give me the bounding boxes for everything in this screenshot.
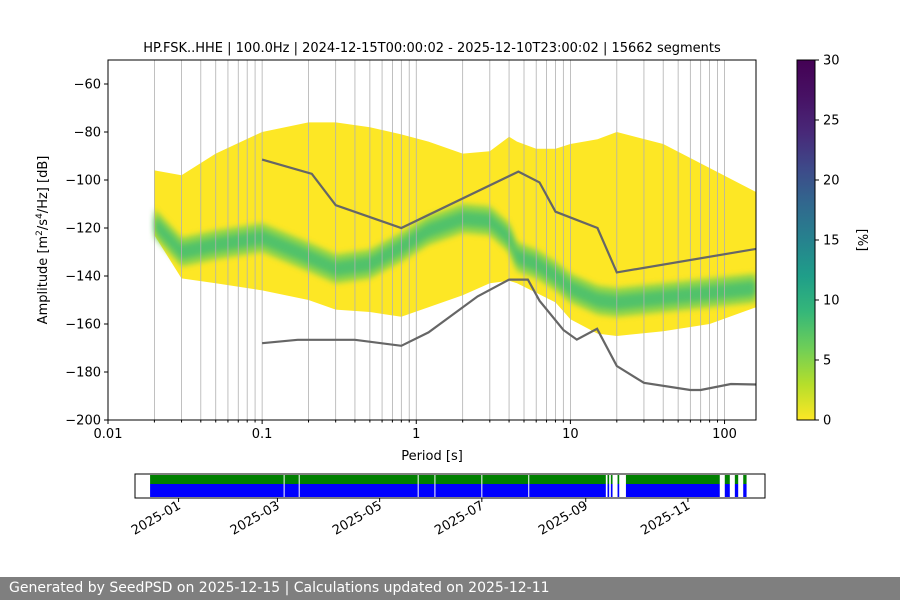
colorbar-label: [%]: [854, 229, 869, 252]
coverage-bar: [743, 475, 747, 484]
psd-availability-bar: [724, 484, 730, 497]
colorbar-tick-label: 0: [823, 414, 831, 429]
psd-availability-bar: [617, 484, 620, 497]
timeline-tick-label: 2025-07: [432, 498, 487, 538]
psd-availability-bar: [150, 484, 606, 497]
y-tick-label: −160: [65, 318, 101, 333]
x-tick-label: 0.1: [252, 427, 273, 442]
colorbar-tick-label: 20: [823, 174, 840, 189]
colorbar-tick-label: 30: [823, 54, 840, 69]
timeline-axis: 2025-01 2025-03 2025-05 2025-07 2025-09 2025-…: [129, 498, 693, 539]
x-axis: 0.01 0.1 1 10 100: [94, 420, 737, 442]
psd-availability-bar: [743, 484, 747, 497]
coverage-bar: [150, 475, 606, 484]
low-noise-model-line: [261, 278, 756, 392]
y-tick-label: −100: [65, 174, 101, 189]
coverage-bar: [724, 475, 730, 484]
timeline-tick-label: 2025-05: [330, 498, 385, 538]
timeline-tick-label: 2025-03: [228, 498, 283, 538]
colorbar-tick-label: 15: [823, 234, 840, 249]
timeline-tick-label: 2025-09: [536, 498, 591, 538]
colorbar: [796, 59, 816, 421]
probability-mode-band: [154, 204, 756, 317]
colorbar-tick-label: 25: [823, 114, 840, 129]
y-tick-label: −80: [74, 126, 101, 141]
colorbar-tick-label: 5: [823, 354, 831, 369]
coverage-bar: [617, 475, 620, 484]
noise-model-lines: [261, 158, 756, 392]
psd-availability-bar: [610, 484, 613, 497]
x-axis-label: Period [s]: [401, 449, 463, 464]
y-tick-label: −180: [65, 366, 101, 381]
timeline-tick-label: 2025-11: [638, 498, 693, 538]
timeline-frame: [134, 473, 766, 499]
psd-figure: HP.FSK..HHE | 100.0Hz | 2024-12-15T00:00…: [35, 41, 869, 539]
y-tick-label: −120: [65, 222, 101, 237]
y-axis: −200 −180 −160 −140 −120 −100 −80 −60: [65, 78, 108, 429]
high-noise-model-line: [261, 158, 756, 274]
x-tick-label: 100: [712, 427, 737, 442]
y-tick-label: −140: [65, 270, 101, 285]
psd-availability-bar: [625, 484, 720, 497]
coverage-bar: [625, 475, 720, 484]
y-tick-label: −60: [74, 78, 101, 93]
plot-frame: [107, 59, 757, 421]
psd-heatmap: [154, 122, 756, 337]
psd-availability-bar: [734, 484, 739, 497]
timeline-tick-label: 2025-01: [129, 498, 184, 538]
coverage-bar: [607, 475, 610, 484]
psd-availability-bar: [607, 484, 610, 497]
colorbar-axis: 0 5 10 15 20 25 30: [815, 54, 840, 429]
x-tick-label: 10: [562, 427, 579, 442]
chart-title: HP.FSK..HHE | 100.0Hz | 2024-12-15T00:00…: [143, 41, 721, 56]
y-tick-label: −200: [65, 414, 101, 429]
y-axis-label: Amplitude [m2/s4/Hz] [dB]: [35, 156, 51, 325]
period-gridlines: [108, 60, 725, 420]
data-availability-timeline: [150, 475, 747, 497]
x-tick-label: 0.01: [94, 427, 123, 442]
footer-caption: Generated by SeedPSD on 2025-12-15 | Cal…: [0, 577, 900, 600]
coverage-bar: [734, 475, 739, 484]
x-tick-label: 1: [412, 427, 420, 442]
probability-peak-band: [154, 211, 756, 310]
colorbar-tick-label: 10: [823, 294, 840, 309]
coverage-bar: [610, 475, 613, 484]
